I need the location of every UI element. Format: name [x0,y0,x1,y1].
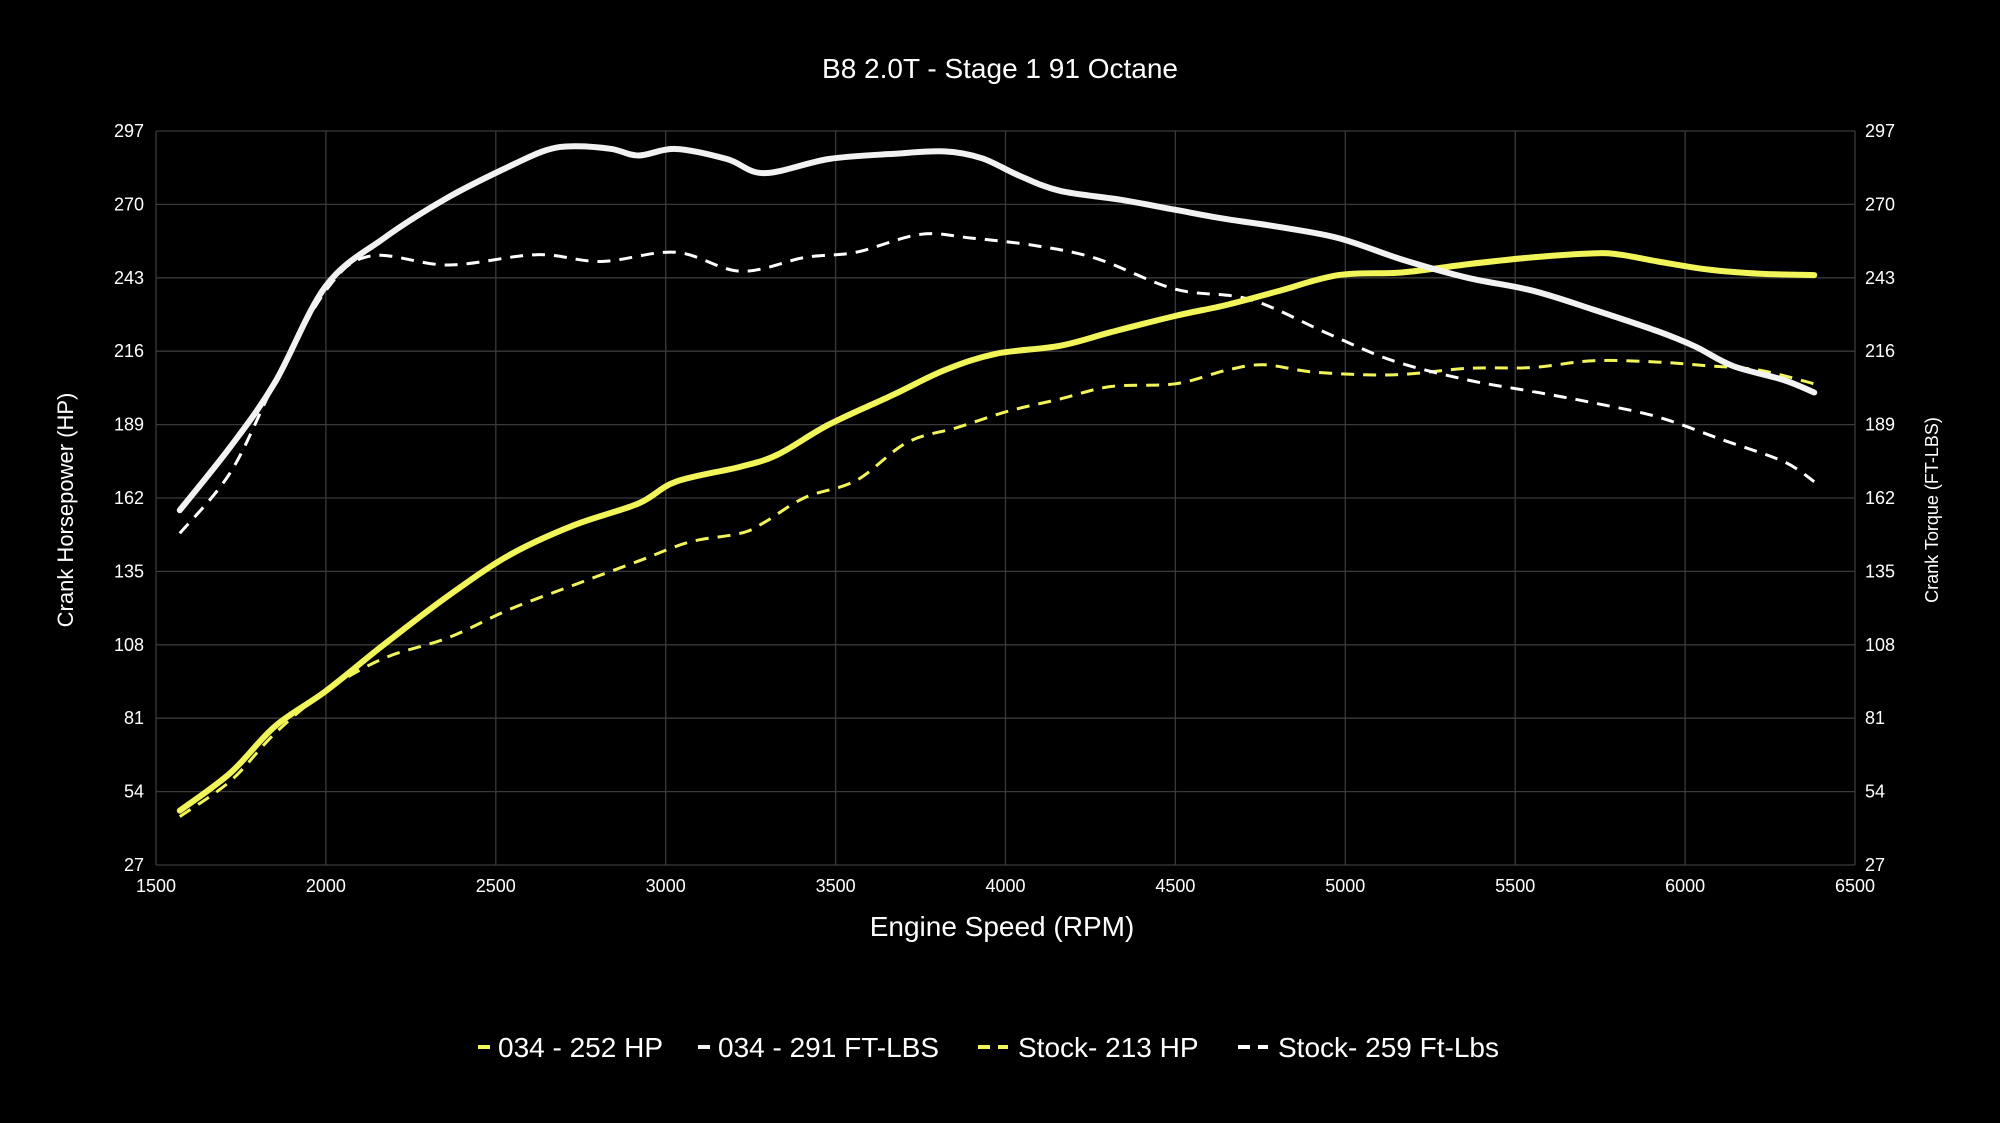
x-tick-labels: 1500 2000 2500 3000 3500 4000 4500 5000 5500 6000… [136,876,1875,896]
y-tick-label-left: 270 [114,194,144,214]
y-tick-label-left: 243 [114,268,144,288]
y-tick-label-right: 270 [1865,194,1895,214]
legend-label: Stock- 213 HP [1018,1032,1199,1063]
y-tick-label-left: 216 [114,341,144,361]
series-line-1 [176,250,1818,814]
y-tick-label-left: 189 [114,415,144,435]
y-tick-label-left: 27 [124,855,144,875]
x-tick-label: 6000 [1665,876,1705,896]
y-tick-label-right: 189 [1865,415,1895,435]
y-tick-label-right: 54 [1865,782,1885,802]
y-tick-label-left: 108 [114,635,144,655]
x-tick-label: 4000 [985,876,1025,896]
x-tick-label: 4500 [1155,876,1195,896]
series-line-4 [178,232,1816,535]
x-tick-label: 5000 [1325,876,1365,896]
y-tick-label-right: 216 [1865,341,1895,361]
legend-label: 034 - 291 FT-LBS [718,1032,939,1063]
y-tick-labels-right: 27 54 81 108 135 162 189 216 243 270 297 [1865,121,1895,875]
y-tick-label-left: 81 [124,708,144,728]
x-axis-title: Engine Speed (RPM) [870,911,1135,942]
x-tick-label: 3000 [646,876,686,896]
y-tick-label-right: 243 [1865,268,1895,288]
x-tick-label: 2000 [306,876,346,896]
series-line-2 [176,143,1818,514]
y-tick-label-right: 27 [1865,855,1885,875]
y-tick-label-right: 81 [1865,708,1885,728]
x-tick-label: 1500 [136,876,176,896]
y-tick-label-right: 162 [1865,488,1895,508]
y-tick-label-left: 162 [114,488,144,508]
y-tick-label-right: 297 [1865,121,1895,141]
y-tick-labels-left: 27 54 81 108 135 162 189 216 243 270 297 [114,121,144,875]
y-tick-label-left: 135 [114,561,144,581]
legend-label: 034 - 252 HP [498,1032,663,1063]
legend-label: Stock- 259 Ft-Lbs [1278,1032,1499,1063]
chart-title: B8 2.0T - Stage 1 91 Octane [822,53,1178,84]
y-tick-label-left: 54 [124,782,144,802]
x-tick-label: 6500 [1835,876,1875,896]
y-tick-label-right: 135 [1865,561,1895,581]
x-tick-label: 5500 [1495,876,1535,896]
x-tick-label: 3500 [816,876,856,896]
y-tick-label-left: 297 [114,121,144,141]
legend: 034 - 252 HP 034 - 291 FT-LBS Stock- 213 H… [478,1032,1499,1063]
y-axis-title-right: Crank Torque (FT-LBS) [1922,417,1942,603]
grid [155,130,1856,866]
series-line-3 [178,358,1815,818]
y-tick-label-right: 108 [1865,635,1895,655]
x-tick-label: 2500 [476,876,516,896]
series-lines [176,143,1818,818]
y-axis-title-left: Crank Horsepower (HP) [53,393,78,628]
